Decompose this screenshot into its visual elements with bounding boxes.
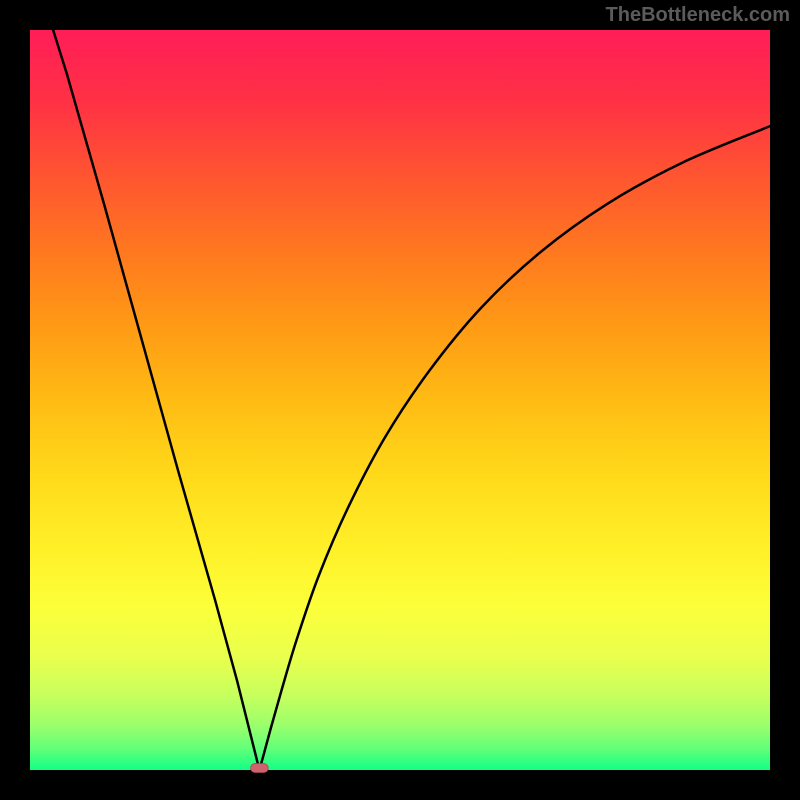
minimum-marker bbox=[251, 764, 269, 773]
chart-svg bbox=[0, 0, 800, 800]
bottleneck-chart: TheBottleneck.com bbox=[0, 0, 800, 800]
watermark-text: TheBottleneck.com bbox=[606, 4, 790, 27]
chart-gradient-bg bbox=[30, 30, 770, 770]
